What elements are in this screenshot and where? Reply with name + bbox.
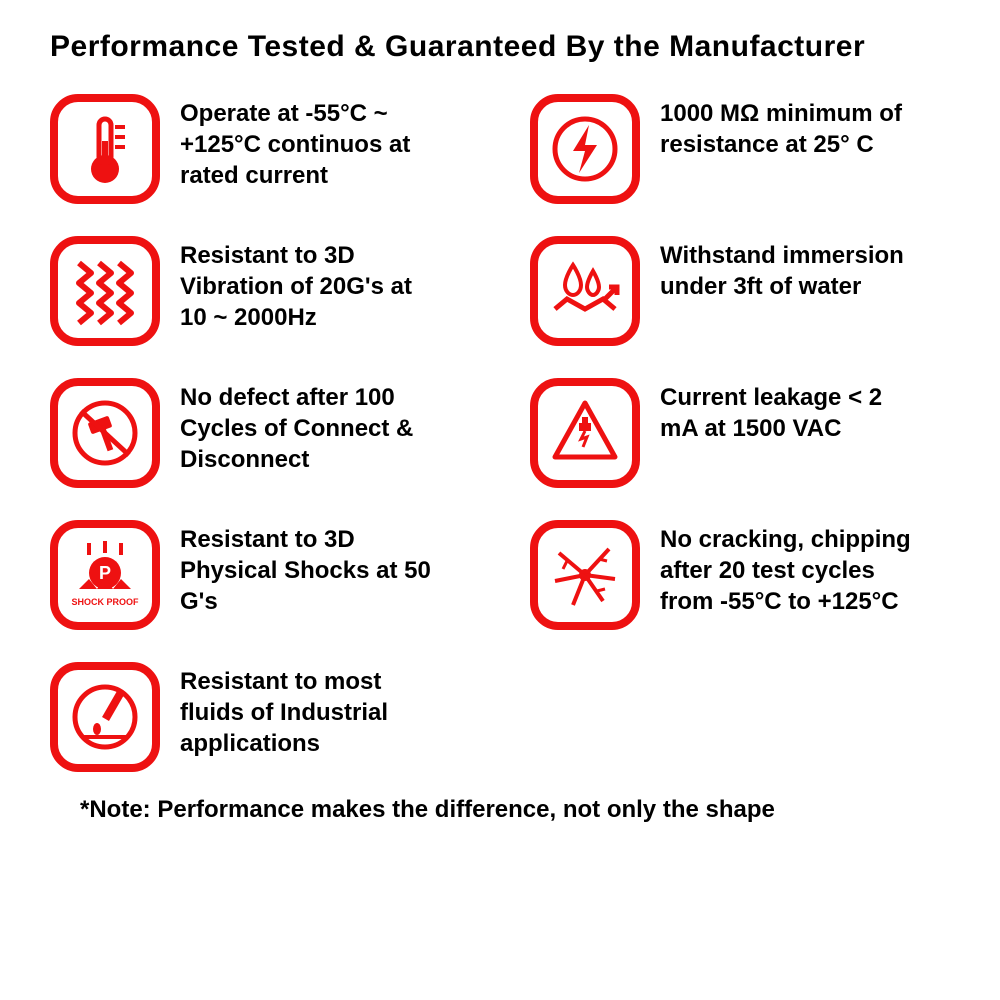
feature-item: 1000 MΩ minimum of resistance at 25° C — [530, 94, 950, 204]
feature-text: Withstand immersion under 3ft of water — [660, 236, 920, 302]
feature-text: Resistant to 3D Physical Shocks at 50 G'… — [180, 520, 440, 618]
feature-text: Resistant to 3D Vibration of 20G's at 10… — [180, 236, 440, 334]
feature-text: No cracking, chipping after 20 test cycl… — [660, 520, 920, 618]
thermometer-icon — [50, 94, 160, 204]
right-column: 1000 MΩ minimum of resistance at 25° C Wi… — [530, 94, 950, 772]
feature-text: 1000 MΩ minimum of resistance at 25° C — [660, 94, 920, 160]
footnote: *Note: Performance makes the difference,… — [80, 796, 950, 824]
watermark: Parts Universe — [0, 820, 300, 889]
feature-text: Resistant to most fluids of Industrial a… — [180, 662, 440, 760]
feature-item: Resistant to 3D Vibration of 20G's at 10… — [50, 236, 470, 346]
hammer-icon — [50, 378, 160, 488]
columns: Operate at -55°C ~ +125°C continuos at r… — [50, 94, 950, 772]
leakage-icon — [530, 378, 640, 488]
crack-icon — [530, 520, 640, 630]
shock-icon — [50, 520, 160, 630]
feature-item: Resistant to most fluids of Industrial a… — [50, 662, 470, 772]
immerse-icon — [530, 236, 640, 346]
bolt-icon — [530, 94, 640, 204]
feature-item: Operate at -55°C ~ +125°C continuos at r… — [50, 94, 470, 204]
feature-item: Resistant to 3D Physical Shocks at 50 G'… — [50, 520, 470, 630]
fluid-icon — [50, 662, 160, 772]
feature-item: No cracking, chipping after 20 test cycl… — [530, 520, 950, 630]
vibration-icon — [50, 236, 160, 346]
left-column: Operate at -55°C ~ +125°C continuos at r… — [50, 94, 470, 772]
infographic-page: Parts Universe Parts Universe Parts Univ… — [0, 0, 1000, 1000]
feature-text: Operate at -55°C ~ +125°C continuos at r… — [180, 94, 440, 192]
page-title: Performance Tested & Guaranteed By the M… — [50, 30, 950, 64]
feature-item: No defect after 100 Cycles of Connect & … — [50, 378, 470, 488]
feature-item: Withstand immersion under 3ft of water — [530, 236, 950, 346]
feature-text: No defect after 100 Cycles of Connect & … — [180, 378, 440, 476]
feature-text: Current leakage < 2 mA at 1500 VAC — [660, 378, 920, 444]
feature-item: Current leakage < 2 mA at 1500 VAC — [530, 378, 950, 488]
